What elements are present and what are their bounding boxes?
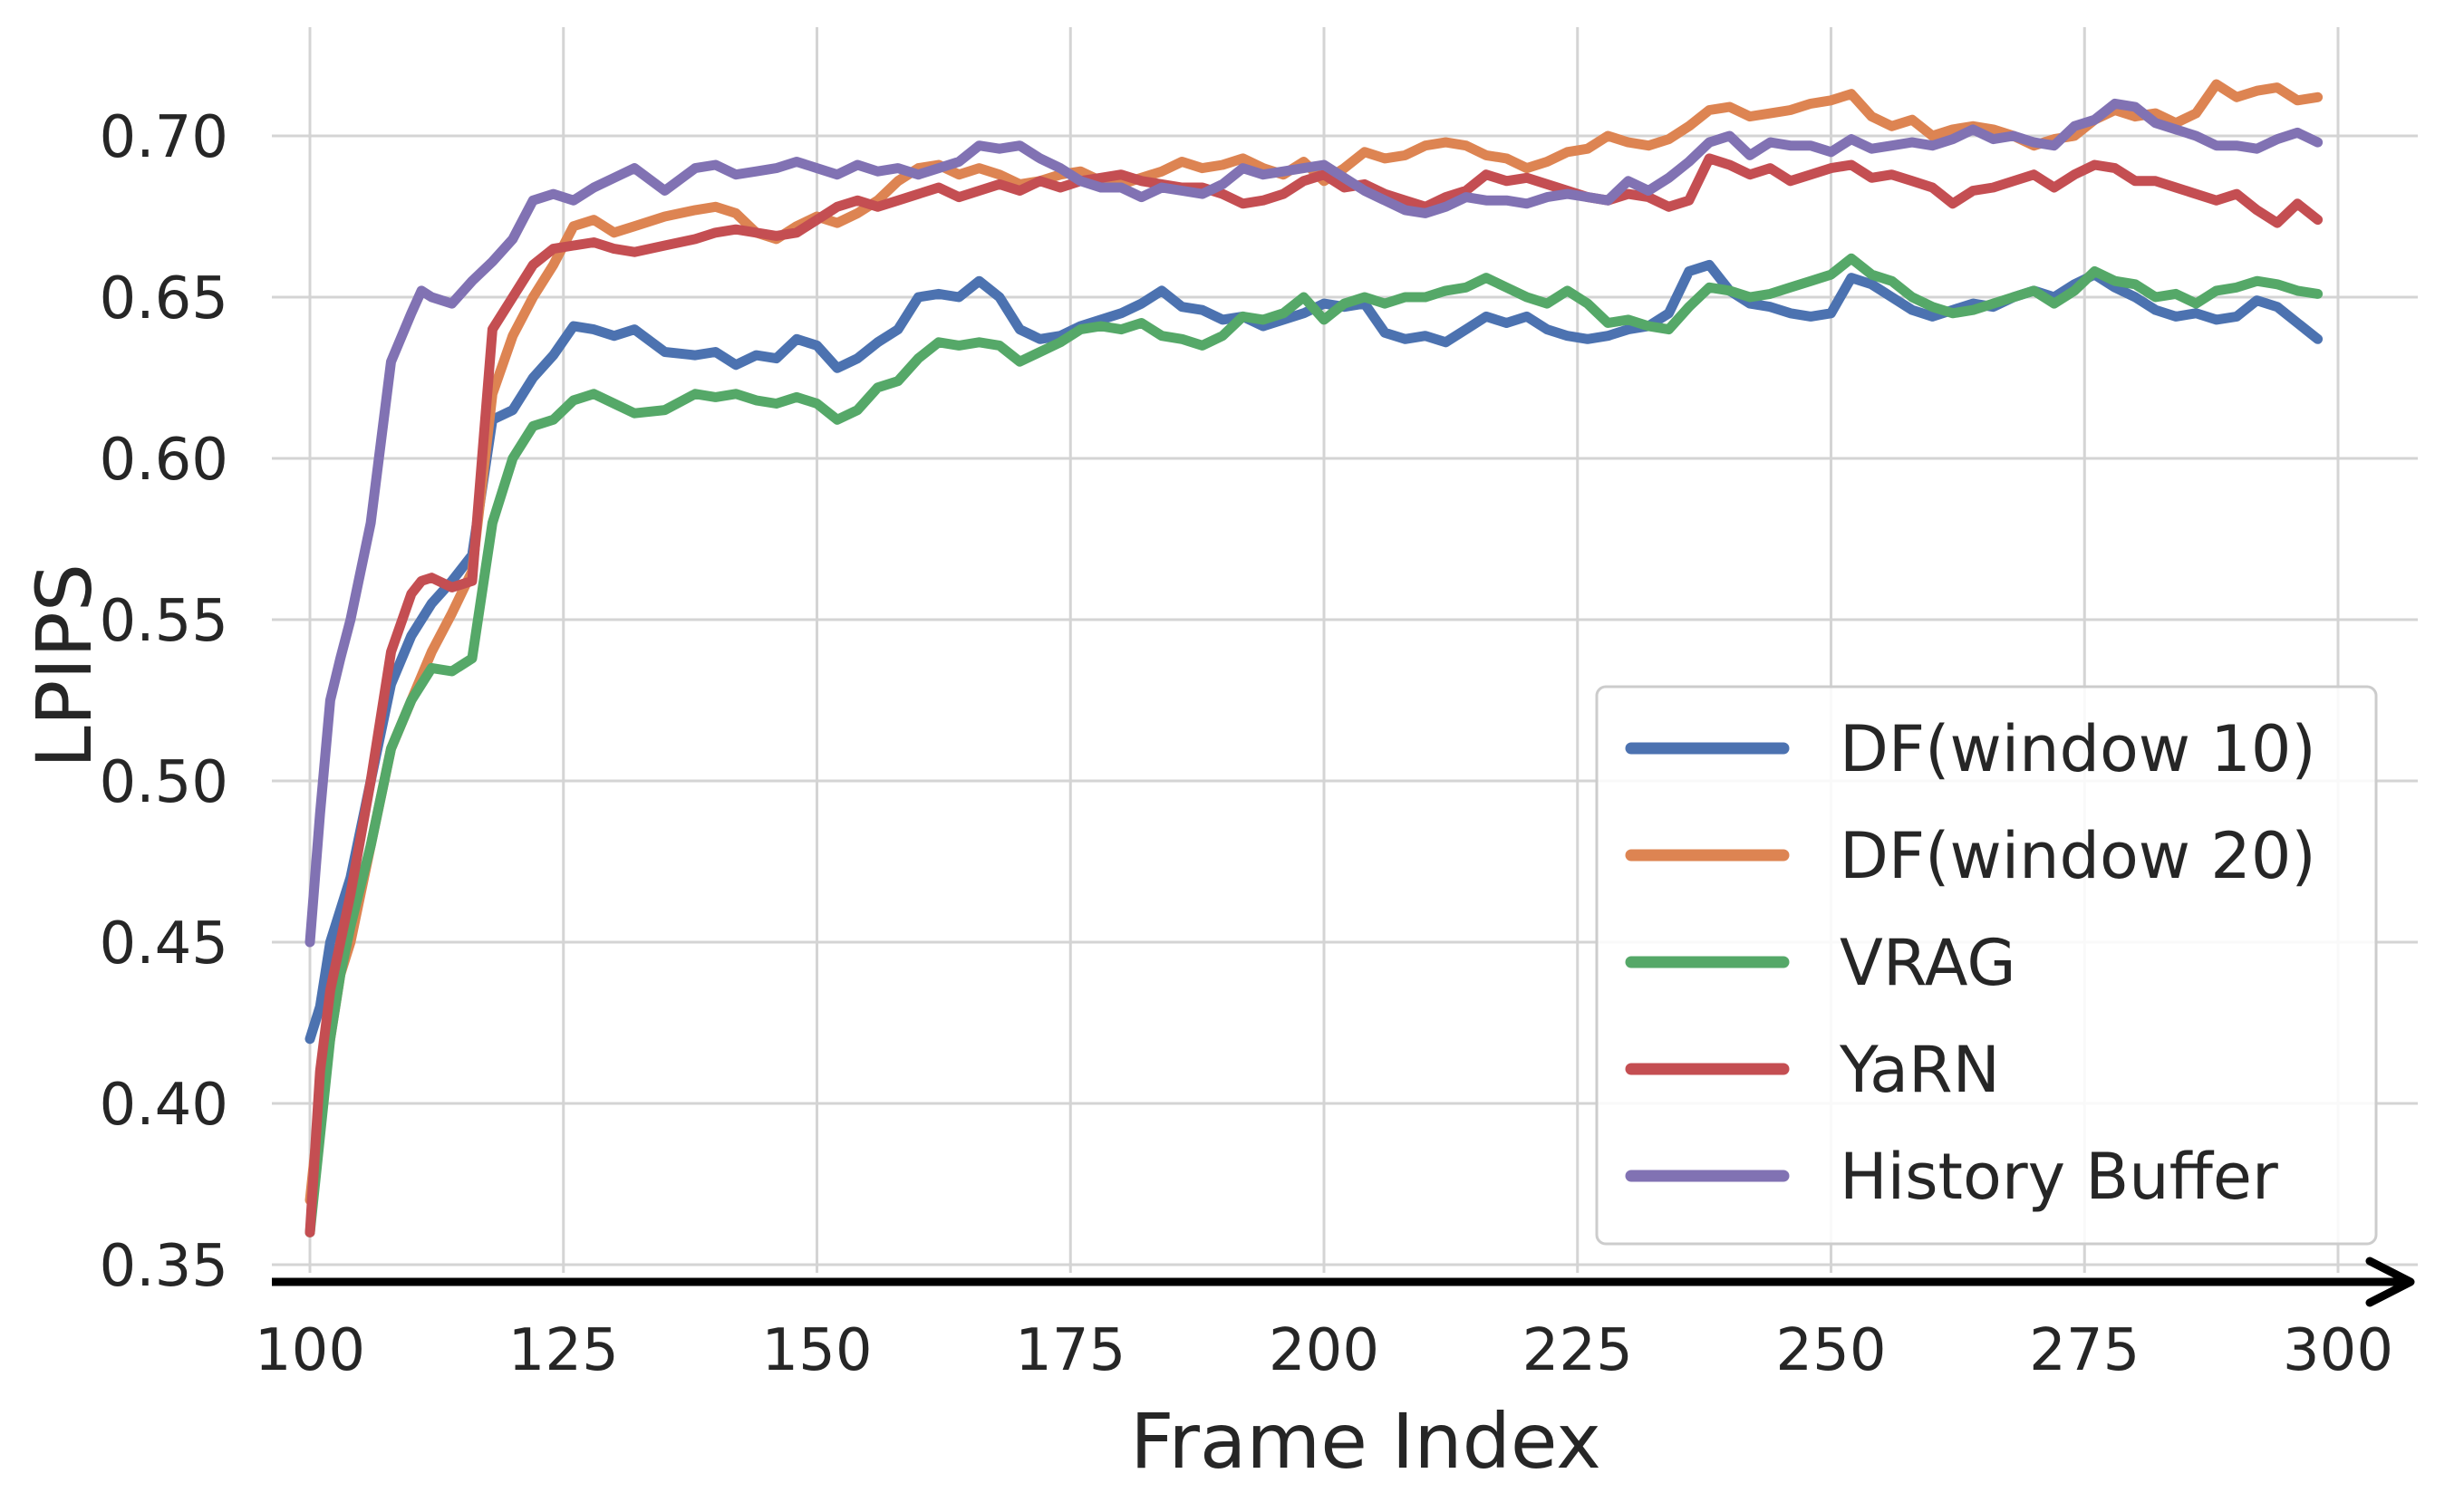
legend-box	[1595, 685, 2378, 1246]
legend-label-1: DF(window 10)	[1840, 712, 2316, 786]
y-tick-label-0.40: 0.40	[100, 1072, 229, 1139]
x-tick-label-250: 250	[1775, 1317, 1886, 1384]
legend: DF(window 10) DF(window 20) VRAG YaRN Histor…	[1595, 685, 2378, 1246]
series-lines	[304, 79, 2324, 1238]
x-axis: 100 125 150 175 200 225 250 275 300	[255, 1257, 2415, 1384]
x-tick-label-175: 175	[1015, 1317, 1126, 1384]
x-tick-label-300: 300	[2283, 1317, 2393, 1384]
y-tick-label-0.60: 0.60	[100, 427, 229, 494]
x-tick-label-125: 125	[508, 1317, 619, 1384]
y-tick-label-0.45: 0.45	[100, 910, 229, 978]
series-line-4	[304, 153, 2324, 1238]
x-tick-label-150: 150	[761, 1317, 872, 1384]
y-tick-label-0.65: 0.65	[100, 265, 229, 332]
legend-label-2: DF(window 20)	[1840, 819, 2316, 893]
x-axis-arrowhead	[2365, 1257, 2415, 1307]
legend-label-5: History Buffer	[1840, 1140, 2278, 1214]
y-tick-label-0.55: 0.55	[100, 588, 229, 655]
y-axis: 0.35 0.40 0.45 0.50 0.55 0.60 0.65 0.70	[100, 104, 229, 1300]
x-tick-label-225: 225	[1522, 1317, 1633, 1384]
x-axis-label: Frame Index	[1130, 1397, 1601, 1486]
legend-label-4: YaRN	[1839, 1033, 2000, 1107]
x-tick-label-275: 275	[2029, 1317, 2140, 1384]
legend-label-3: VRAG	[1840, 926, 2016, 1000]
y-tick-label-0.35: 0.35	[100, 1233, 229, 1300]
series-line-3	[304, 253, 2324, 1238]
x-tick-label-200: 200	[1269, 1317, 1379, 1384]
series-line-5	[304, 98, 2324, 948]
y-tick-label-0.70: 0.70	[100, 104, 229, 171]
x-tick-label-100: 100	[255, 1317, 365, 1384]
y-tick-label-0.50: 0.50	[100, 749, 229, 816]
y-axis-label: LPIPS	[20, 563, 109, 768]
